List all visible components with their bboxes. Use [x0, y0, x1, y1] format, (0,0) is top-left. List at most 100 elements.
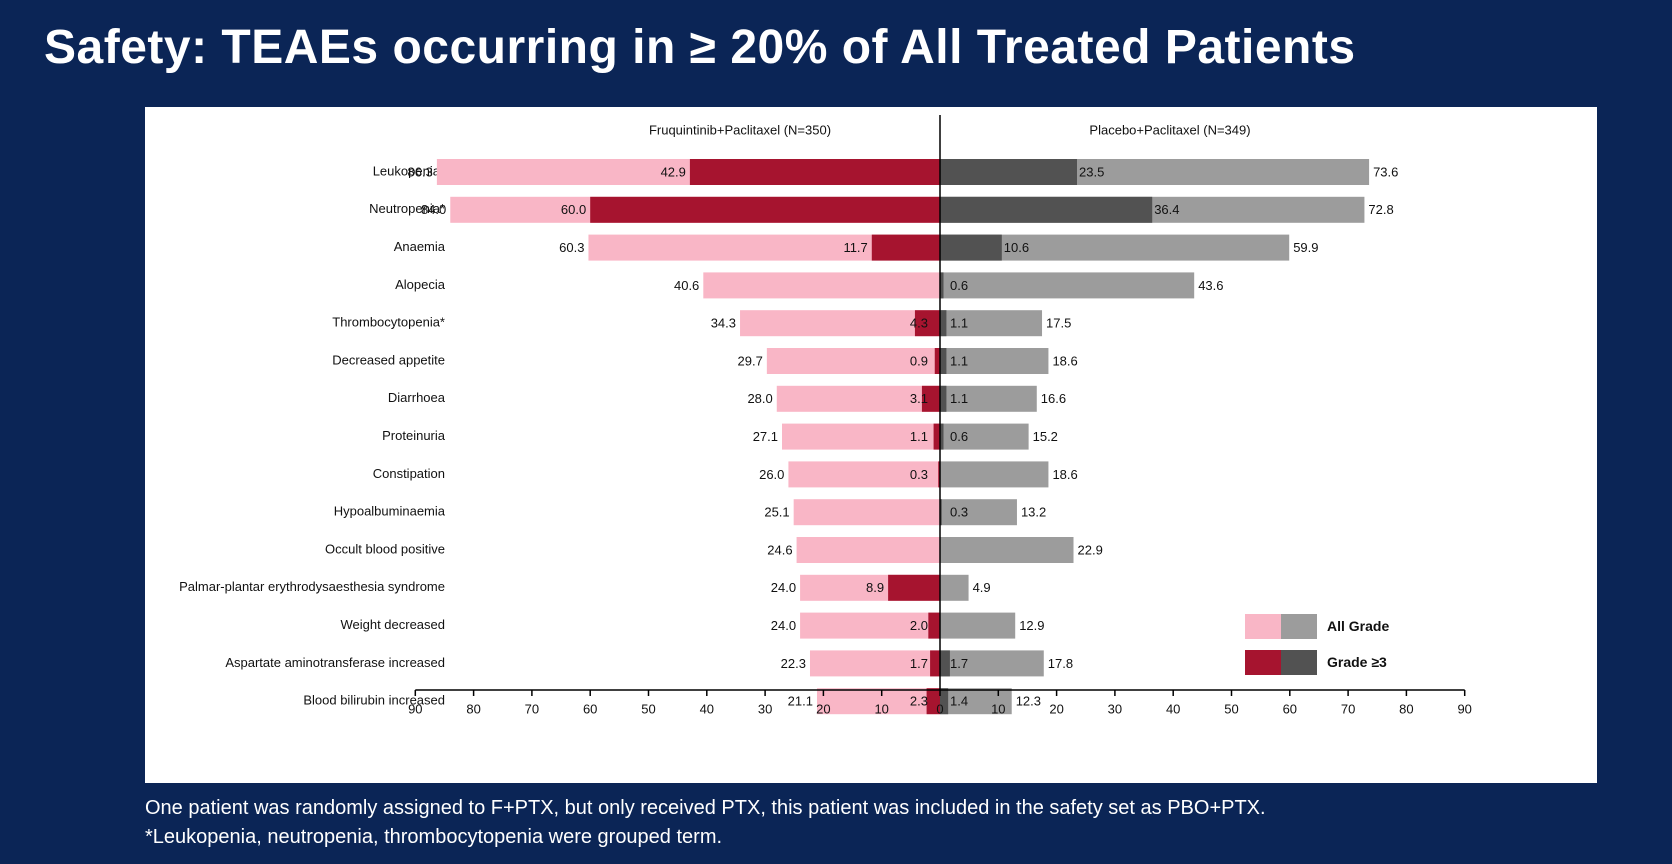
- x-tick-label: 40: [1166, 701, 1180, 716]
- data-label-left-all: 28.0: [747, 391, 772, 406]
- data-label-right-all: 43.6: [1198, 278, 1223, 293]
- bar-left-all-grade: [776, 385, 940, 412]
- data-label-right-grade3: 1.4: [950, 694, 968, 709]
- category-label: Hypoalbuminaemia: [334, 504, 446, 519]
- bar-left-grade3: [928, 612, 940, 639]
- x-tick-label: 60: [583, 701, 597, 716]
- bar-left-grade3: [926, 688, 940, 715]
- bar-left-all-grade: [800, 612, 940, 639]
- bar-left-grade3: [933, 423, 940, 450]
- legend-label: All Grade: [1327, 618, 1389, 634]
- x-tick-label: 70: [1341, 701, 1355, 716]
- bar-right-all-grade: [940, 461, 1049, 488]
- bar-left-all-grade: [740, 310, 940, 337]
- data-label-right-all: 18.6: [1052, 467, 1077, 482]
- bar-left-all-grade: [809, 650, 940, 677]
- data-label-left-grade3: 0.9: [910, 353, 928, 368]
- bar-left-grade3: [930, 650, 940, 677]
- data-label-left-grade3: 11.7: [843, 240, 867, 255]
- category-label: Weight decreased: [340, 617, 445, 632]
- x-tick-label: 70: [525, 701, 539, 716]
- x-tick-label: 40: [700, 701, 714, 716]
- data-label-right-grade3: 1.1: [950, 353, 968, 368]
- data-label-right-grade3: 36.4: [1154, 202, 1179, 217]
- data-label-right-grade3: 1.1: [950, 316, 968, 331]
- x-tick-label: 30: [758, 701, 772, 716]
- data-label-right-all: 17.5: [1046, 316, 1071, 331]
- data-label-right-all: 18.6: [1052, 353, 1077, 368]
- bar-right-all-grade: [940, 574, 969, 601]
- bar-left-grade3: [938, 461, 940, 488]
- category-label: Occult blood positive: [325, 541, 445, 556]
- data-label-left-grade3: 2.0: [910, 618, 928, 633]
- bar-right-all-grade: [940, 385, 1037, 412]
- data-label-left-all: 40.6: [674, 278, 699, 293]
- data-label-left-all: 24.0: [771, 618, 796, 633]
- data-label-right-all: 13.2: [1021, 505, 1046, 520]
- category-label: Thrombocytopenia*: [332, 315, 445, 330]
- bar-right-all-grade: [940, 272, 1195, 299]
- bar-right-grade3: [940, 348, 947, 374]
- legend-swatch-left: [1245, 614, 1281, 639]
- legend-label: Grade ≥3: [1327, 654, 1387, 670]
- bar-right-all-grade: [940, 612, 1016, 639]
- bar-left-grade3: [689, 159, 940, 185]
- bar-right-all-grade: [940, 423, 1029, 450]
- category-label: Aspartate aminotransferase increased: [225, 655, 445, 670]
- butterfly-chart: Fruquintinib+Paclitaxel (N=350) Placebo+P…: [179, 115, 1472, 716]
- data-label-left-all: 24.0: [771, 580, 796, 595]
- data-label-left-grade3: 8.9: [866, 580, 884, 595]
- data-label-left-grade3: 42.9: [661, 164, 686, 179]
- data-label-left-grade3: 1.7: [910, 656, 928, 671]
- legend-swatch-left: [1245, 650, 1281, 675]
- data-label-left-grade3: 3.1: [910, 391, 928, 406]
- category-label: Neutropenia*: [369, 201, 445, 216]
- bar-right-grade3: [940, 423, 944, 450]
- category-label: Palmar-plantar erythrodysaesthesia syndr…: [179, 579, 445, 594]
- x-tick-label: 90: [1457, 701, 1471, 716]
- bar-right-grade3: [940, 688, 949, 715]
- data-label-left-grade3: 0.3: [910, 467, 928, 482]
- bar-right-all-grade: [940, 537, 1074, 563]
- bar-left-all-grade: [703, 272, 940, 299]
- data-label-right-all: 15.2: [1033, 429, 1058, 444]
- bar-right-grade3: [940, 196, 1153, 223]
- bar-right-all-grade: [940, 348, 1049, 374]
- data-label-left-all: 29.7: [738, 353, 763, 368]
- bar-right-all-grade: [940, 650, 1044, 677]
- x-tick-label: 50: [641, 701, 655, 716]
- data-label-right-grade3: 10.6: [1004, 240, 1029, 255]
- legend-swatch-right: [1281, 650, 1317, 675]
- x-tick-label: 10: [874, 701, 888, 716]
- bar-left-all-grade: [782, 423, 940, 450]
- category-label: Proteinuria: [382, 428, 446, 443]
- data-label-right-all: 4.9: [973, 580, 991, 595]
- x-tick-label: 0: [936, 701, 943, 716]
- x-tick-label: 50: [1224, 701, 1238, 716]
- data-label-left-all: 60.3: [559, 240, 584, 255]
- category-label: Constipation: [373, 466, 445, 481]
- data-label-left-grade3: 1.1: [910, 429, 928, 444]
- data-label-right-grade3: 0.6: [950, 278, 968, 293]
- data-label-right-grade3: 0.3: [950, 505, 968, 520]
- data-label-right-grade3: 1.1: [950, 391, 968, 406]
- bar-right-grade3: [940, 385, 947, 412]
- bar-right-grade3: [940, 234, 1002, 261]
- bar-right-grade3: [940, 310, 947, 337]
- data-label-right-all: 17.8: [1048, 656, 1073, 671]
- data-label-left-grade3: 60.0: [561, 202, 586, 217]
- data-label-right-all: 12.3: [1016, 694, 1041, 709]
- bar-left-grade3: [921, 385, 940, 412]
- x-tick-label: 90: [408, 701, 422, 716]
- right-group-header: Placebo+Paclitaxel (N=349): [1089, 122, 1250, 137]
- category-label: Diarrhoea: [388, 390, 446, 405]
- bar-right-grade3: [940, 159, 1078, 185]
- category-label: Alopecia: [395, 277, 446, 292]
- data-label-left-all: 21.1: [788, 694, 813, 709]
- data-label-left-all: 86.3: [408, 164, 433, 179]
- data-label-left-all: 22.3: [781, 656, 806, 671]
- bar-right-grade3: [940, 272, 944, 299]
- footnote-safety-set: One patient was randomly assigned to F+P…: [145, 797, 1266, 819]
- data-label-right-all: 12.9: [1019, 618, 1044, 633]
- x-tick-label: 60: [1283, 701, 1297, 716]
